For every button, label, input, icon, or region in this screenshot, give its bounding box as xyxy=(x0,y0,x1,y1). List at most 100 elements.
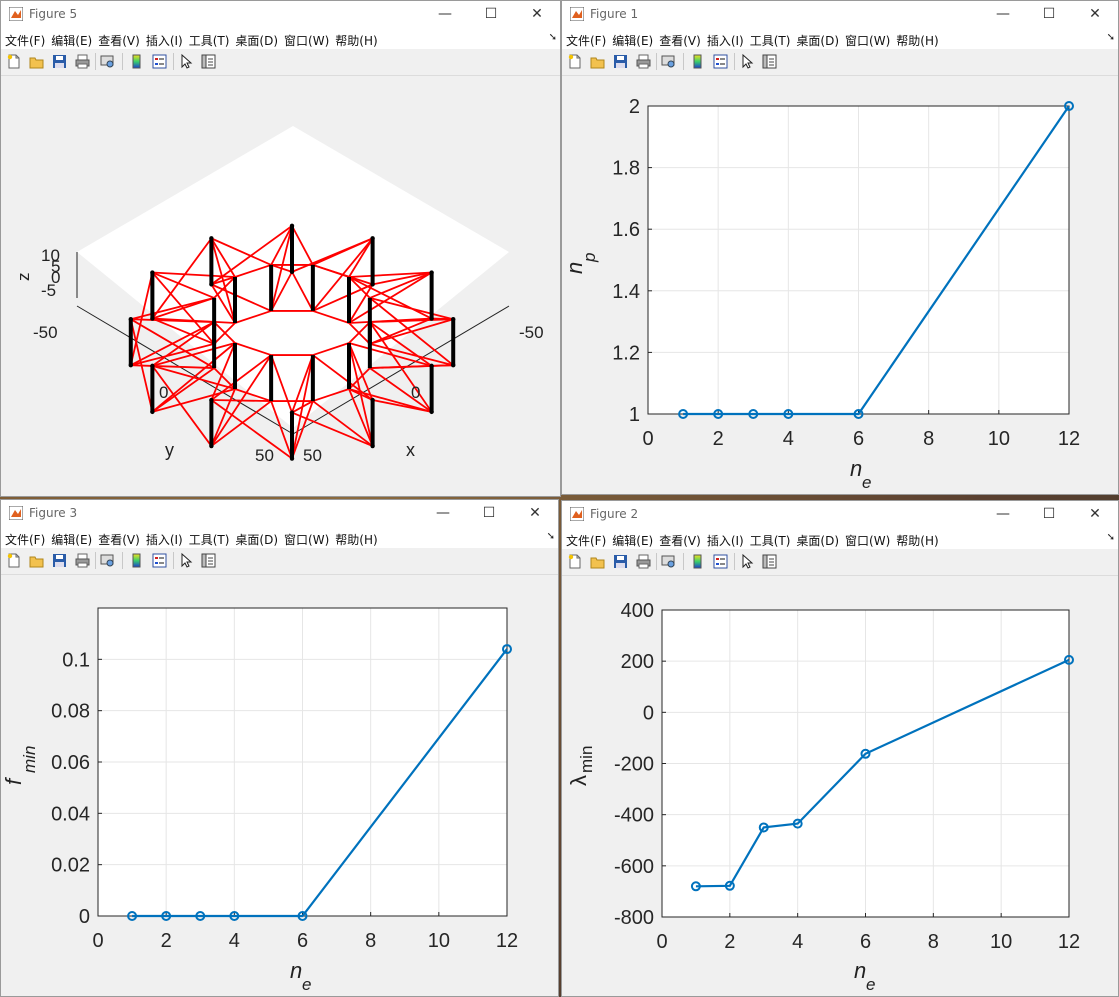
legend-icon[interactable] xyxy=(151,53,168,70)
menu-item[interactable]: 文件(F) xyxy=(5,34,46,48)
menu-item[interactable]: 编辑(E) xyxy=(612,534,654,548)
pointer-icon[interactable] xyxy=(738,53,755,70)
legend-icon[interactable] xyxy=(712,53,729,70)
figure2-window[interactable]: Figure 2 — ☐ ✕ 文件(F) 编辑(E) 查看(V) 插入(I) 工具(T)… xyxy=(561,500,1119,997)
maximize-button[interactable]: ☐ xyxy=(482,505,496,521)
open-folder-icon[interactable] xyxy=(589,553,606,570)
colorbar-icon[interactable] xyxy=(128,552,145,569)
legend-icon[interactable] xyxy=(151,552,168,569)
menu-item[interactable]: 查看(V) xyxy=(98,533,140,547)
data-point[interactable] xyxy=(1064,654,1074,665)
menu-item[interactable]: 编辑(E) xyxy=(51,533,93,547)
menu-item[interactable]: 查看(V) xyxy=(98,34,140,48)
save-icon[interactable] xyxy=(51,53,68,70)
menu-item[interactable]: 文件(F) xyxy=(5,533,46,547)
close-button[interactable]: ✕ xyxy=(1089,6,1101,22)
figure5-window[interactable]: Figure 5 — ☐ ✕ 文件(F) 编辑(E) 查看(V) 插入(I) 工具(T)… xyxy=(0,0,561,497)
maximize-button[interactable]: ☐ xyxy=(1042,6,1056,22)
title-bar[interactable]: Figure 3 — ☐ ✕ xyxy=(1,500,558,527)
print-preview-icon[interactable] xyxy=(660,53,677,70)
close-button[interactable]: ✕ xyxy=(531,6,543,22)
menu-item[interactable]: 帮助(H) xyxy=(896,34,939,48)
menu-item[interactable]: 桌面(D) xyxy=(796,534,840,548)
print-icon[interactable] xyxy=(74,552,91,569)
menu-item[interactable]: 编辑(E) xyxy=(612,34,654,48)
close-button[interactable]: ✕ xyxy=(529,505,541,521)
print-icon[interactable] xyxy=(635,53,652,70)
menu-overflow-icon[interactable]: ➘ xyxy=(1106,32,1115,43)
menu-item[interactable]: 桌面(D) xyxy=(796,34,840,48)
open-folder-icon[interactable] xyxy=(28,552,45,569)
menu-item[interactable]: 桌面(D) xyxy=(235,34,279,48)
maximize-button[interactable]: ☐ xyxy=(484,6,498,22)
fmin-vs-ne-chart[interactable]: 0 2 4 6 8 10 12 0 0.02 0.04 0.06 0.08 0.1 n e f min xyxy=(1,575,558,996)
save-icon[interactable] xyxy=(51,552,68,569)
minimize-button[interactable]: — xyxy=(996,6,1010,22)
legend-icon[interactable] xyxy=(712,553,729,570)
plot-area[interactable]: 0 2 4 6 8 10 12 1 1.2 1.4 1.6 1.8 2 n e n p xyxy=(562,76,1118,494)
series-line[interactable] xyxy=(683,105,1070,416)
minimize-button[interactable]: — xyxy=(436,505,450,521)
colorbar-icon[interactable] xyxy=(128,53,145,70)
minimize-button[interactable]: — xyxy=(996,506,1010,522)
menu-item[interactable]: 窗口(W) xyxy=(845,534,891,548)
title-bar[interactable]: Figure 5 — ☐ ✕ xyxy=(1,1,560,28)
new-file-icon[interactable] xyxy=(566,553,583,570)
maximize-button[interactable]: ☐ xyxy=(1042,506,1056,522)
menu-item[interactable]: 工具(T) xyxy=(188,533,230,547)
data-point[interactable] xyxy=(678,409,689,419)
series-line[interactable] xyxy=(695,658,1070,888)
data-point[interactable] xyxy=(161,911,172,921)
data-point[interactable] xyxy=(502,644,512,655)
new-file-icon[interactable] xyxy=(5,53,22,70)
plot-area[interactable]: 10 5 0 -5 z -50 0 50 y 50 0 -50 x xyxy=(1,76,560,496)
menu-item[interactable]: 插入(I) xyxy=(706,34,744,48)
data-point[interactable] xyxy=(853,409,864,419)
property-inspector-icon[interactable] xyxy=(761,553,778,570)
menu-item[interactable]: 查看(V) xyxy=(659,534,701,548)
save-icon[interactable] xyxy=(612,553,629,570)
menu-item[interactable]: 帮助(H) xyxy=(896,534,939,548)
menu-item[interactable]: 工具(T) xyxy=(188,34,230,48)
print-icon[interactable] xyxy=(74,53,91,70)
close-button[interactable]: ✕ xyxy=(1089,506,1101,522)
menu-item[interactable]: 插入(I) xyxy=(145,533,183,547)
data-point[interactable] xyxy=(297,911,308,921)
property-inspector-icon[interactable] xyxy=(761,53,778,70)
new-file-icon[interactable] xyxy=(5,552,22,569)
plot-area[interactable]: 0 2 4 6 8 10 12 0 0.02 0.04 0.06 0.08 0.1 n e f min xyxy=(1,575,558,996)
title-bar[interactable]: Figure 1 — ☐ ✕ xyxy=(562,1,1118,28)
np-vs-ne-chart[interactable]: 0 2 4 6 8 10 12 1 1.2 1.4 1.6 1.8 2 n e n p xyxy=(562,76,1118,494)
menu-item[interactable]: 查看(V) xyxy=(659,34,701,48)
truss-3d-plot[interactable]: 10 5 0 -5 z -50 0 50 y 50 0 -50 x xyxy=(1,76,560,496)
property-inspector-icon[interactable] xyxy=(200,53,217,70)
data-point[interactable] xyxy=(724,880,735,891)
menu-item[interactable]: 帮助(H) xyxy=(335,34,378,48)
pointer-icon[interactable] xyxy=(177,53,194,70)
print-preview-icon[interactable] xyxy=(99,53,116,70)
new-file-icon[interactable] xyxy=(566,53,583,70)
property-inspector-icon[interactable] xyxy=(200,552,217,569)
plot-area[interactable]: 0 2 4 6 8 10 12 -800 -600 -400 -200 0 200 400 n e λ m… xyxy=(562,576,1118,996)
menu-item[interactable]: 帮助(H) xyxy=(335,533,378,547)
data-point[interactable] xyxy=(860,748,871,759)
menu-item[interactable]: 文件(F) xyxy=(566,534,607,548)
data-point[interactable] xyxy=(713,409,724,419)
open-folder-icon[interactable] xyxy=(28,53,45,70)
menu-item[interactable]: 插入(I) xyxy=(145,34,183,48)
colorbar-icon[interactable] xyxy=(689,553,706,570)
menu-item[interactable]: 工具(T) xyxy=(749,534,791,548)
data-point[interactable] xyxy=(195,911,206,921)
menu-item[interactable]: 插入(I) xyxy=(706,534,744,548)
data-point[interactable] xyxy=(783,409,794,419)
menu-item[interactable]: 编辑(E) xyxy=(51,34,93,48)
series-line[interactable] xyxy=(132,648,508,918)
menu-overflow-icon[interactable]: ➘ xyxy=(1106,532,1115,543)
lambda-min-vs-ne-chart[interactable]: 0 2 4 6 8 10 12 -800 -600 -400 -200 0 200 400 n e λ m… xyxy=(562,576,1118,996)
pointer-icon[interactable] xyxy=(177,552,194,569)
menu-item[interactable]: 工具(T) xyxy=(749,34,791,48)
data-point[interactable] xyxy=(748,409,759,419)
print-icon[interactable] xyxy=(635,553,652,570)
title-bar[interactable]: Figure 2 — ☐ ✕ xyxy=(562,501,1118,528)
figure3-window[interactable]: Figure 3 — ☐ ✕ 文件(F) 编辑(E) 查看(V) 插入(I) 工具(T)… xyxy=(0,499,559,997)
